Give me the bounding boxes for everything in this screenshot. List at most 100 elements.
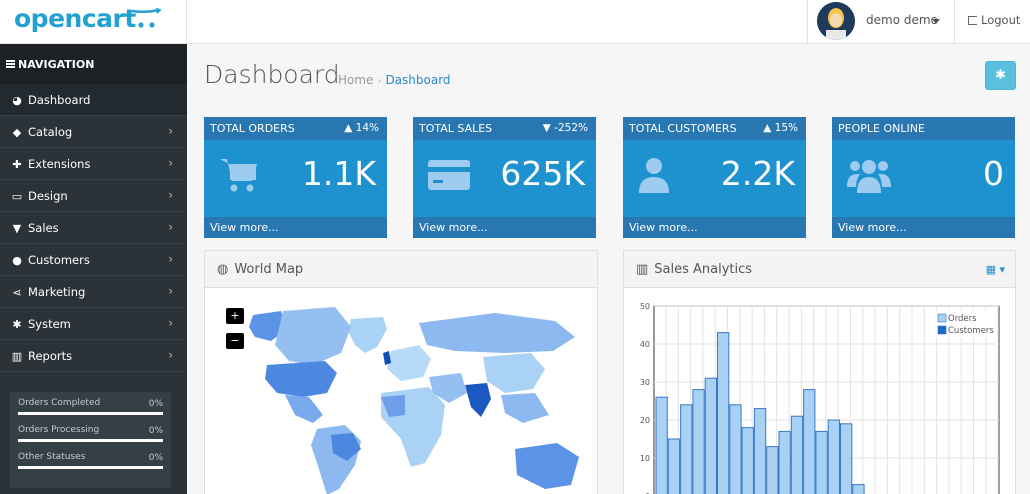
region-southeast-asia [501, 393, 549, 423]
sign-out-icon [968, 16, 977, 25]
logo[interactable]: opencart [0, 0, 187, 44]
tile-header: PEOPLE ONLINE [832, 117, 1015, 140]
bar-orders [790, 415, 804, 494]
region-mexico [285, 395, 323, 423]
tile-change: ▼ -252% [543, 122, 588, 134]
view-more-link[interactable]: View more... [623, 217, 806, 238]
bar-orders [840, 423, 853, 494]
region-europe [387, 345, 431, 381]
zoom-in-button[interactable]: + [226, 308, 244, 324]
region-middle-east [429, 373, 467, 403]
tile-label: TOTAL ORDERS [210, 122, 295, 135]
stat-other-statuses: Other Statuses 0% [18, 452, 163, 479]
caret-up-icon: ▲ [344, 122, 353, 134]
sidebar-item-design[interactable]: ▭ Design › [0, 180, 187, 212]
bar-orders [729, 404, 742, 494]
region-china [483, 353, 545, 393]
sidebar-item-label: Extensions [28, 157, 91, 171]
y-tick-label: 10 [640, 454, 650, 463]
breadcrumb-current[interactable]: Dashboard [385, 73, 451, 87]
tile-value: 1.1K [301, 154, 376, 193]
sidebar-item-dashboard[interactable]: ◕ Dashboard [0, 84, 187, 116]
sidebar-item-reports[interactable]: ▥ Reports › [0, 340, 187, 372]
sidebar-item-extensions[interactable]: ✚ Extensions › [0, 148, 187, 180]
logout-label: Logout [981, 13, 1021, 27]
tile-value: 2.2K [720, 154, 795, 193]
user-name: demo demo [866, 13, 938, 27]
zoom-out-button[interactable]: − [226, 333, 244, 349]
user-icon: ● [12, 254, 22, 267]
logout-button[interactable]: Logout [968, 13, 1020, 27]
view-more-link[interactable]: View more... [204, 217, 387, 238]
bar-orders [815, 430, 828, 494]
sidebar: NAVIGATION ◕ Dashboard ◆ Catalog › ✚ Extensi… [0, 44, 187, 494]
panel-header: ◍ World Map [205, 251, 597, 288]
sidebar-item-system[interactable]: ✱ System › [0, 308, 187, 340]
sidebar-item-label: System [28, 317, 71, 331]
view-more-link[interactable]: View more... [832, 217, 1015, 238]
chevron-right-icon: › [168, 156, 173, 170]
tile-header: TOTAL ORDERS ▲ 14% [204, 117, 387, 140]
tile-total-customers: TOTAL CUSTOMERS ▲ 15% 2.2K View more... [623, 117, 806, 238]
desktop-icon: ▭ [11, 190, 23, 203]
sidebar-item-label: Reports [28, 349, 73, 363]
region-alaska [249, 311, 287, 341]
breadcrumb-separator: › [377, 76, 382, 87]
sidebar-item-marketing[interactable]: ⋖ Marketing › [0, 276, 187, 308]
bar-chart-icon: ▥ [636, 262, 649, 277]
sidebar-item-customers[interactable]: ● Customers › [0, 244, 187, 276]
tile-body: 2.2K [623, 140, 806, 217]
view-more-link[interactable]: View more... [413, 217, 596, 238]
sidebar-item-label: Sales [28, 221, 59, 235]
stat-percent: 0% [148, 399, 163, 409]
top-header: opencart demo demo Logout [0, 0, 1030, 44]
calendar-icon: ▦ [985, 263, 996, 276]
sidebar-item-label: Design [28, 189, 68, 203]
nav-heading[interactable]: NAVIGATION [0, 44, 187, 84]
stat-label: Other Statuses [18, 452, 86, 462]
settings-button[interactable]: ✱ [985, 61, 1016, 90]
gear-icon: ✱ [995, 68, 1006, 83]
breadcrumb-home[interactable]: Home [338, 73, 374, 87]
legend-label: Customers [948, 326, 994, 336]
tile-body: 1.1K [204, 140, 387, 217]
caret-up-icon: ▲ [763, 122, 772, 134]
bar-orders [717, 332, 730, 494]
panel-title: Sales Analytics [654, 262, 753, 277]
tile-change-value: 14% [355, 122, 379, 134]
region-australia [515, 443, 579, 489]
cart-icon: ▼ [12, 222, 22, 235]
users-icon [847, 160, 891, 193]
calendar-dropdown-button[interactable]: ▦ ▾ [986, 263, 1005, 276]
tile-change: ▲ 15% [763, 122, 798, 134]
sidebar-item-catalog[interactable]: ◆ Catalog › [0, 116, 187, 148]
y-tick-label: 40 [640, 340, 650, 349]
tile-total-sales: TOTAL SALES ▼ -252% 625K View more... [413, 117, 596, 238]
caret-down-icon: ▾ [999, 263, 1005, 276]
world-map[interactable] [205, 289, 597, 494]
bar-orders [803, 389, 816, 494]
stat-orders-processing: Orders Processing 0% [18, 425, 163, 452]
legend-label: Orders [948, 314, 977, 324]
sidebar-item-label: Catalog [28, 125, 73, 139]
region-russia [419, 313, 575, 353]
y-tick-label: 20 [640, 416, 650, 425]
chevron-right-icon: › [168, 348, 173, 362]
bar-orders [741, 427, 754, 494]
avatar-image [817, 2, 855, 40]
legend-swatch [937, 313, 947, 323]
chevron-right-icon: › [168, 316, 173, 330]
region-india [465, 383, 491, 417]
y-tick-label: 50 [640, 302, 650, 311]
sales-chart: 0 10 20 30 40 50 Orders Customers [640, 302, 1000, 494]
order-status-summary: Orders Completed 0% Orders Processing 0%… [10, 392, 171, 488]
user-menu[interactable]: demo demo [807, 0, 955, 44]
tile-people-online: PEOPLE ONLINE 0 View more... [832, 117, 1015, 238]
tile-body: 0 [832, 140, 1015, 217]
share-icon: ⋖ [12, 286, 22, 299]
avatar [817, 2, 855, 40]
sidebar-item-sales[interactable]: ▼ Sales › [0, 212, 187, 244]
bar-orders [827, 419, 840, 494]
stat-percent: 0% [148, 426, 163, 436]
bar-orders [667, 438, 681, 494]
